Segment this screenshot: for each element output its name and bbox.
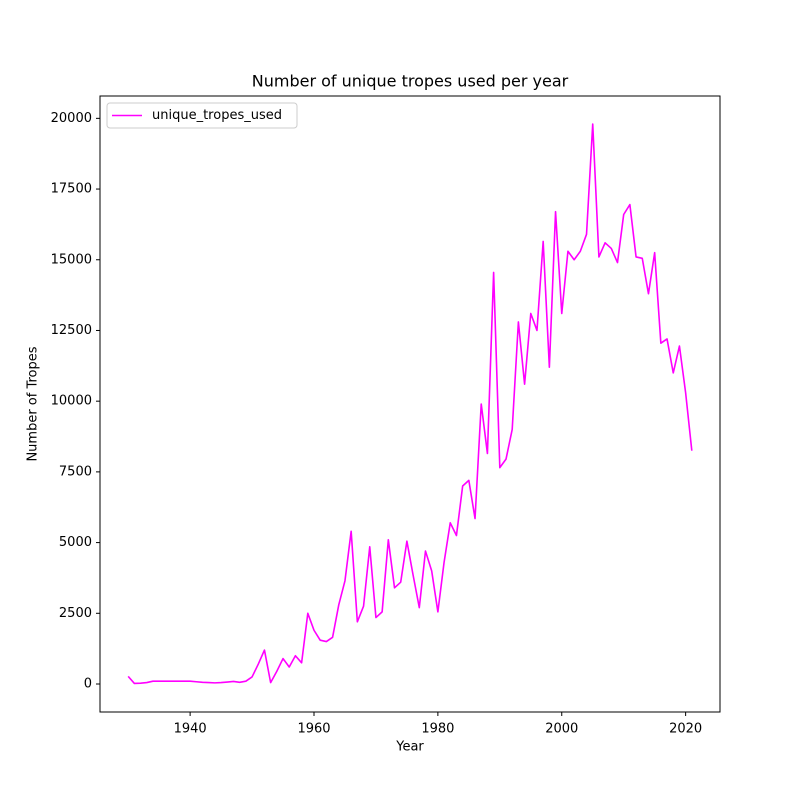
y-tick-label: 15000 — [51, 252, 92, 267]
x-tick-label: 2020 — [669, 722, 702, 737]
y-tick-label: 2500 — [59, 606, 92, 621]
line-series — [127, 123, 693, 685]
x-axis-label: Year — [395, 740, 424, 755]
y-tick-label: 10000 — [51, 394, 92, 409]
chart-title: Number of unique tropes used per year — [252, 72, 569, 91]
legend-box — [106, 102, 298, 129]
plot-frame — [99, 95, 721, 713]
x-tick-label: 1980 — [421, 722, 454, 737]
x-tick-label: 1960 — [297, 722, 330, 737]
y-tick-label: 0 — [84, 677, 92, 692]
y-tick-label: 20000 — [51, 111, 92, 126]
y-tick-label: 12500 — [51, 323, 92, 338]
legend-label: unique_tropes_used — [152, 108, 282, 123]
x-tick-label: 2000 — [545, 722, 578, 737]
y-axis-label: Number of Tropes — [26, 346, 41, 461]
y-tick-label: 17500 — [51, 182, 92, 197]
y-tick-label: 7500 — [59, 464, 92, 479]
y-tick-label: 5000 — [59, 535, 92, 550]
x-tick-label: 1940 — [174, 722, 207, 737]
